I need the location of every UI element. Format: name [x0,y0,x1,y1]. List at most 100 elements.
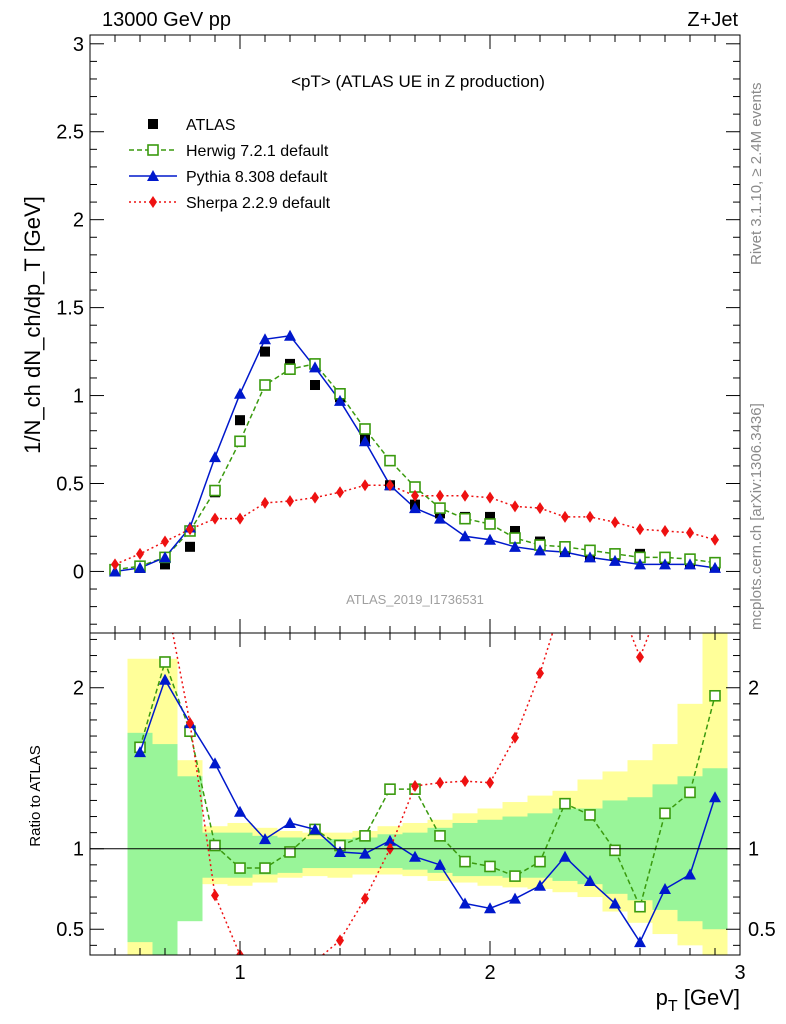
herwig-point [209,484,221,497]
sherpa-point [636,523,644,536]
sherpa-ratio-point [486,776,494,789]
pythia-ratio-point [159,673,171,685]
x-tick-label: 1 [234,962,245,984]
process-label: Z+Jet [687,9,738,31]
sherpa-point [386,479,394,492]
sherpa-point [161,535,169,548]
legend-label-sherpa: Sherpa 2.2.9 default [186,195,331,212]
herwig-series-line [114,363,716,571]
herwig-point [459,512,471,525]
sherpa-point [686,526,694,539]
ratio-y-tick-label-right: 0.5 [748,919,776,941]
ratio-y-tick-label: 1 [73,839,84,861]
pythia-ratio-line [139,677,716,944]
sherpa-point [286,495,294,508]
pythia-point [259,333,271,345]
main-y-tick-label: 2.5 [56,122,84,144]
pythia-point [709,561,721,573]
herwig-ratio-point [434,830,446,842]
herwig-ratio-point [634,900,646,913]
herwig-ratio-point [284,846,296,858]
sherpa-point [436,489,444,502]
pythia-point [159,551,171,563]
herwig-ratio-point [659,807,671,820]
pythia-point [409,502,421,514]
sherpa-ratio-point [186,717,194,730]
herwig-point [484,518,496,530]
ratio-y-tick-label: 2 [73,678,84,700]
pythia-ratio-point [384,834,396,846]
ratio-inner-band [127,732,153,943]
pythia-ratio-point [259,833,271,845]
sherpa-ratio-point [436,776,444,789]
sherpa-ratio-point [336,934,344,947]
pythia-point [584,551,596,563]
herwig-point [284,363,296,375]
sherpa-point [211,512,219,525]
collision-label: 13000 GeV pp [102,9,231,31]
main-y-tick-label: 1.5 [56,298,84,320]
pythia-point [534,544,546,556]
herwig-ratio-point [234,862,246,874]
legend-marker-herwig [147,144,159,156]
ratio-inner-band [552,808,578,881]
pythia-point [434,512,446,524]
pythia-point [109,565,121,577]
pythia-ratio-point [409,850,421,862]
sherpa-point [661,524,669,537]
mcplots-reference-label: mcplots.cern.ch [arXiv:1306.3436] [748,403,765,630]
ratio-inner-band [152,744,178,955]
main-axes: 0 0.5 1 1.5 2 2.5 3 [56,34,741,634]
herwig-ratio-point [559,797,571,810]
legend-label-atlas: ATLAS [186,117,236,134]
legend-label-pythia: Pythia 8.308 default [186,169,328,186]
sherpa-ratio-point [411,779,419,792]
herwig-ratio-point [209,839,221,852]
sherpa-ratio-point [311,955,319,967]
sherpa-point [136,547,144,560]
pythia-ratio-point [134,746,146,758]
main-y-tick-label: 0.5 [56,474,84,496]
ratio-y-axis-label: Ratio to ATLAS [27,745,44,846]
herwig-ratio-point [359,830,371,842]
atlas-point [310,380,320,391]
pythia-ratio-point [634,936,646,948]
ratio-inner-band [502,816,528,878]
pythia-ratio-point [609,897,621,909]
x-axis-label: pT [GeV] [656,985,740,1015]
ratio-y-tick-label-right: 2 [748,678,759,700]
legend-marker-pythia [147,170,159,181]
legend: ATLAS Herwig 7.2.1 default Pythia 8.308 de… [129,117,331,212]
pythia-ratio-point [284,816,296,828]
main-series-layer [109,329,721,577]
pythia-point [209,451,221,463]
sherpa-ratio-line [171,633,651,955]
sherpa-point [361,479,369,492]
atlas-point [485,511,495,522]
ratio-inner-band [577,808,603,885]
pythia-ratio-point [334,845,346,857]
rivet-version-label: Rivet 3.1.10, ≥ 2.4M events [748,83,765,266]
herwig-point [359,423,371,435]
pythia-point [634,558,646,570]
pythia-ratio-point [434,858,446,870]
herwig-ratio-point [709,689,721,702]
ratio-y-tick-label: 0.5 [56,919,84,941]
pythia-ratio-point [359,847,371,859]
herwig-ratio-point [484,860,496,873]
pythia-point [459,530,471,542]
pythia-point [284,329,296,341]
ratio-inner-band [452,822,478,877]
pythia-point [309,361,321,373]
main-panel: 0 0.5 1 1.5 2 2.5 3 [56,34,741,634]
pythia-ratio-point [559,850,571,862]
atlas-point [185,541,195,552]
legend-marker-sherpa [149,196,157,208]
sherpa-point [186,523,194,536]
ratio-inner-band [527,813,553,878]
sherpa-point [261,496,269,509]
sherpa-point [561,510,569,523]
herwig-point [259,379,271,391]
x-tick-label: 3 [734,962,745,984]
